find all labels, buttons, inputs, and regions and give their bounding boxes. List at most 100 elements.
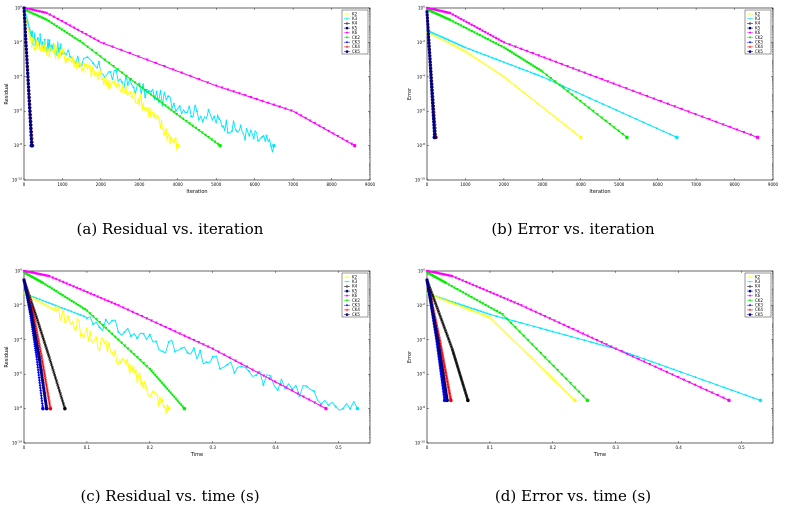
point-k3 [198, 349, 202, 352]
point-k4 [552, 378, 555, 382]
point-k6 [459, 17, 463, 21]
point-ck4 [448, 395, 452, 399]
point-ck5 [38, 363, 42, 367]
point-k4 [475, 311, 479, 314]
point-k6 [687, 381, 691, 385]
point-k3 [458, 43, 461, 47]
point-k3 [59, 43, 63, 46]
point-k3 [448, 39, 452, 42]
point-k5 [49, 21, 54, 25]
point-k3 [57, 305, 60, 308]
point-ck5 [429, 79, 433, 83]
x-tick-label: 0 [23, 182, 26, 187]
point-k5 [149, 369, 154, 373]
point-k4 [522, 349, 526, 352]
point-ck5 [426, 19, 430, 23]
point-k3 [452, 41, 456, 44]
point-k6 [557, 321, 561, 325]
point-k6 [278, 105, 282, 109]
point-ck2 [42, 337, 45, 341]
y-axis-label: Error [407, 87, 413, 100]
point-k6 [451, 13, 455, 17]
point-ck3 [39, 391, 43, 395]
point-ck2 [460, 380, 464, 384]
point-k5 [505, 317, 509, 321]
point-k5 [163, 385, 168, 389]
point-k3 [226, 131, 229, 134]
point-k6 [216, 350, 221, 354]
point-k4 [91, 340, 95, 344]
point-k4 [467, 52, 471, 56]
point-k3 [594, 99, 598, 103]
point-k5 [213, 140, 217, 144]
point-k5 [621, 132, 625, 136]
point-ck5 [28, 113, 32, 117]
point-k6 [531, 52, 535, 55]
point-ck2 [442, 324, 446, 328]
point-k5 [456, 22, 460, 26]
end-point-k4 [175, 143, 180, 148]
point-k6 [571, 328, 575, 331]
point-k4 [43, 49, 47, 53]
point-k6 [116, 304, 120, 308]
point-k5 [467, 28, 471, 32]
point-ck2 [41, 335, 45, 339]
point-k6 [92, 293, 96, 297]
point-k6 [716, 394, 720, 397]
point-ck3 [37, 373, 41, 377]
point-k3 [657, 363, 661, 366]
point-k6 [582, 71, 587, 75]
point-k3 [92, 322, 95, 326]
point-k6 [457, 277, 461, 281]
point-ck4 [443, 368, 447, 372]
point-k4 [485, 63, 488, 67]
point-ck2 [462, 387, 466, 391]
point-k3 [525, 69, 529, 73]
point-k6 [163, 325, 168, 329]
point-k5 [591, 109, 595, 113]
point-k3 [444, 298, 448, 301]
point-k6 [631, 89, 635, 93]
point-k4 [82, 69, 85, 73]
point-k4 [567, 392, 570, 396]
point-ck2 [456, 365, 460, 369]
point-k5 [595, 113, 599, 117]
point-ck5 [43, 396, 47, 400]
point-k4 [148, 106, 152, 110]
point-k4 [539, 365, 543, 369]
point-k4 [47, 305, 51, 309]
point-k6 [450, 274, 454, 278]
point-k6 [645, 94, 649, 98]
legend-label: CK2 [352, 35, 360, 40]
point-k6 [279, 383, 283, 387]
point-ck5 [432, 129, 436, 133]
point-k6 [226, 88, 230, 92]
x-tick-label: 4000 [576, 182, 587, 187]
point-k6 [349, 142, 354, 146]
legend-label: CK3 [352, 303, 360, 308]
point-k3 [29, 33, 33, 36]
point-k5 [107, 329, 111, 333]
point-k5 [174, 397, 178, 401]
point-k3 [213, 115, 216, 118]
point-k3 [154, 340, 158, 343]
point-k3 [178, 105, 181, 108]
plot-frame [426, 270, 774, 444]
point-k4 [471, 55, 475, 58]
point-k3 [463, 304, 466, 308]
point-k3 [537, 74, 540, 77]
point-ck2 [460, 379, 464, 383]
chart-residual-vs-iteration: 0 1000 2000 3000 4000 5000 6000 7000 8000 9000 100… [4, 5, 376, 196]
point-k4 [33, 298, 37, 301]
point-k3 [561, 84, 564, 88]
point-ck2 [52, 371, 56, 374]
point-k5 [464, 292, 468, 296]
point-ck2 [434, 304, 438, 308]
point-k4 [569, 394, 572, 398]
point-k4 [490, 67, 494, 71]
end-point-ck5 [432, 135, 437, 140]
point-ck4 [448, 392, 452, 396]
point-k3 [320, 402, 323, 406]
point-k4 [93, 70, 97, 74]
x-tick-label: 5000 [211, 182, 222, 187]
